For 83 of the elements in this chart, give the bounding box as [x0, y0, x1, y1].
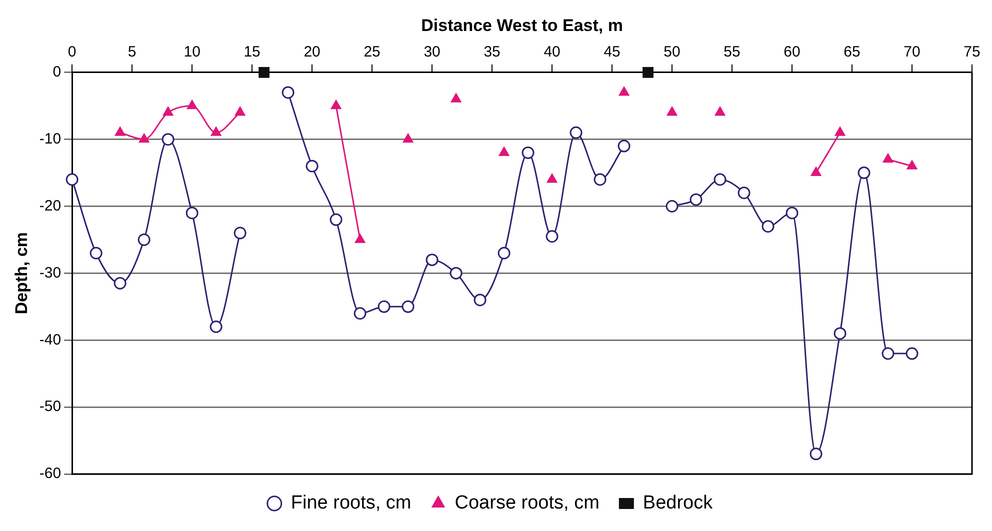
point	[330, 100, 342, 110]
x-tick-label: 60	[784, 44, 800, 61]
point	[474, 294, 486, 306]
x-tick-label: 20	[304, 44, 320, 61]
point	[642, 66, 654, 78]
point	[690, 193, 702, 206]
point	[90, 246, 102, 260]
point	[66, 173, 78, 186]
point	[906, 160, 918, 170]
point	[546, 230, 558, 243]
point	[450, 266, 462, 280]
point	[450, 93, 462, 102]
point	[618, 86, 630, 96]
point	[738, 186, 750, 200]
point	[306, 160, 318, 172]
point	[666, 106, 678, 116]
point	[546, 173, 558, 183]
point	[114, 276, 126, 290]
point	[234, 226, 246, 240]
point	[522, 146, 534, 159]
x-tick-label: 25	[364, 44, 380, 61]
y-tick-label: -30	[39, 264, 62, 282]
x-tick-label: 55	[724, 44, 740, 61]
point	[786, 206, 798, 220]
x-tick-label: 5	[128, 44, 136, 61]
point	[666, 200, 678, 213]
point	[354, 307, 366, 320]
point	[138, 233, 150, 246]
x-tick-label: 10	[184, 44, 200, 61]
point	[162, 133, 174, 146]
x-tick-label: 40	[544, 44, 560, 61]
point	[210, 320, 222, 333]
x-axis-title: Distance West to East, m	[421, 16, 623, 35]
point	[114, 126, 126, 136]
x-tick-label: 0	[68, 44, 76, 61]
point	[354, 234, 366, 243]
point	[882, 347, 894, 360]
point	[282, 86, 294, 99]
point	[714, 106, 726, 116]
x-tick-label: 70	[904, 44, 920, 61]
y-tick-label: -20	[39, 197, 62, 214]
point	[906, 347, 918, 360]
point	[762, 220, 774, 233]
x-tick-label: 35	[484, 44, 500, 61]
point	[402, 300, 414, 313]
x-tick-label: 45	[604, 44, 620, 61]
point	[234, 106, 246, 116]
x-tick-label: 50	[664, 44, 680, 61]
point	[330, 213, 342, 226]
point	[834, 126, 846, 136]
point	[258, 66, 270, 78]
point	[426, 254, 438, 266]
y-tick-label: -60	[39, 465, 62, 482]
y-tick-label: 0	[52, 64, 62, 81]
point	[138, 133, 150, 143]
y-tick-label: -50	[39, 398, 62, 416]
point	[810, 448, 822, 460]
point	[498, 146, 510, 156]
x-tick-label: 65	[844, 44, 860, 61]
point	[186, 100, 198, 110]
point	[594, 173, 606, 186]
x-tick-label: 30	[424, 44, 440, 61]
x-tick-label: 15	[244, 44, 260, 61]
point	[210, 126, 222, 136]
point	[402, 133, 414, 143]
point	[498, 246, 510, 260]
point	[858, 166, 870, 180]
point	[570, 126, 582, 139]
point	[378, 300, 390, 313]
point	[618, 140, 630, 152]
legend-label: Fine roots, cm	[290, 492, 412, 514]
point	[162, 106, 174, 116]
point	[714, 173, 726, 186]
x-tick-label: 75	[964, 44, 980, 61]
point	[186, 206, 198, 220]
legend-label: Coarse roots, cm	[454, 492, 600, 514]
legend-label: Bedrock	[642, 492, 714, 514]
y-tick-label: -40	[39, 331, 62, 348]
y-tick-label: -10	[39, 130, 62, 148]
point	[810, 166, 822, 176]
y-axis-title: Depth, cm	[12, 232, 31, 314]
point	[834, 327, 846, 340]
point	[882, 153, 894, 163]
